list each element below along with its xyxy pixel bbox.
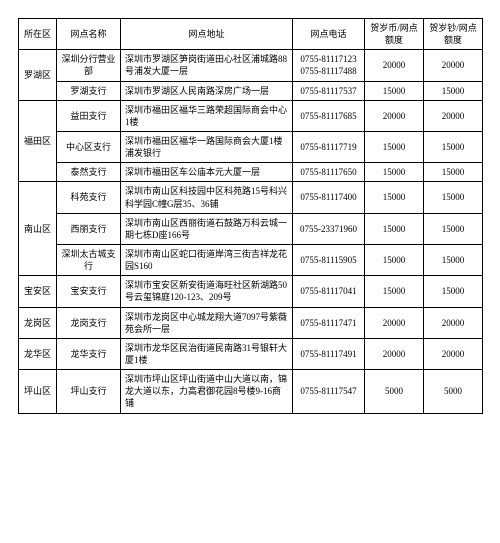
cell-note: 20000	[424, 338, 483, 369]
cell-coin: 15000	[365, 163, 424, 182]
cell-coin: 20000	[365, 338, 424, 369]
cell-name: 科苑支行	[57, 182, 121, 213]
table-row: 龙华区龙华支行深圳市龙华区民治街道民南路31号银轩大厦1楼0755-811174…	[19, 338, 483, 369]
cell-note: 15000	[424, 276, 483, 307]
cell-coin: 15000	[365, 182, 424, 213]
cell-coin: 15000	[365, 276, 424, 307]
cell-name: 罗湖支行	[57, 81, 121, 100]
cell-note: 15000	[424, 163, 483, 182]
branch-table: 所在区 网点名称 网点地址 网点电话 贺岁币/网点额度 贺岁钞/网点额度 罗湖区…	[18, 18, 483, 414]
cell-name: 宝安支行	[57, 276, 121, 307]
cell-region: 宝安区	[19, 276, 57, 307]
cell-phone: 0755-81115905	[293, 244, 365, 275]
cell-region: 龙岗区	[19, 307, 57, 338]
th-name: 网点名称	[57, 19, 121, 50]
table-row: 罗湖区深圳分行营业部深圳市罗湖区笋岗街道田心社区浦城路88号浦发大厦一层0755…	[19, 50, 483, 81]
cell-address: 深圳市福田区福华一路国际商会大厦1楼浦发银行	[121, 131, 293, 162]
cell-name: 龙岗支行	[57, 307, 121, 338]
cell-coin: 20000	[365, 100, 424, 131]
cell-coin: 5000	[365, 370, 424, 413]
table-row: 坪山区坪山支行深圳市坪山区坪山街道中山大道以南，锦龙大道以东，力高君御花园8号楼…	[19, 370, 483, 413]
cell-name: 深圳分行营业部	[57, 50, 121, 81]
table-row: 福田区益田支行深圳市福田区福华三路荣超国际商会中心1楼0755-81117685…	[19, 100, 483, 131]
cell-address: 深圳市福田区车公庙本元大厦一层	[121, 163, 293, 182]
table-row: 宝安区宝安支行深圳市宝安区新安街道海旺社区新湖路50号云玺锦庭120-123、2…	[19, 276, 483, 307]
cell-coin: 15000	[365, 213, 424, 244]
table-row: 深圳太古城支行深圳市南山区蛇口街道岸湾三街吉祥龙花园S1600755-81115…	[19, 244, 483, 275]
cell-address: 深圳市龙岗区中心城龙翔大道7097号紫薇苑会所一层	[121, 307, 293, 338]
cell-region: 坪山区	[19, 370, 57, 413]
cell-address: 深圳市福田区福华三路荣超国际商会中心1楼	[121, 100, 293, 131]
cell-phone: 0755-81117471	[293, 307, 365, 338]
cell-note: 15000	[424, 182, 483, 213]
cell-phone: 0755-81117719	[293, 131, 365, 162]
cell-phone: 0755-81117537	[293, 81, 365, 100]
cell-note: 15000	[424, 244, 483, 275]
table-row: 中心区支行深圳市福田区福华一路国际商会大厦1楼浦发银行0755-81117719…	[19, 131, 483, 162]
cell-name: 深圳太古城支行	[57, 244, 121, 275]
th-note: 贺岁钞/网点额度	[424, 19, 483, 50]
cell-note: 15000	[424, 213, 483, 244]
cell-coin: 15000	[365, 131, 424, 162]
cell-region: 福田区	[19, 100, 57, 182]
cell-phone: 0755-811171230755-81117488	[293, 50, 365, 81]
cell-coin: 20000	[365, 50, 424, 81]
cell-name: 益田支行	[57, 100, 121, 131]
cell-name: 龙华支行	[57, 338, 121, 369]
cell-note: 15000	[424, 81, 483, 100]
table-row: 罗湖支行深圳市罗湖区人民南路深房广场一层0755-811175371500015…	[19, 81, 483, 100]
table-row: 南山区科苑支行深圳市南山区科技园中区科苑路15号科兴科学园C幢G层35、36铺0…	[19, 182, 483, 213]
cell-address: 深圳市坪山区坪山街道中山大道以南，锦龙大道以东，力高君御花园8号楼9-16商铺	[121, 370, 293, 413]
cell-note: 20000	[424, 50, 483, 81]
cell-name: 中心区支行	[57, 131, 121, 162]
th-region: 所在区	[19, 19, 57, 50]
table-row: 泰然支行深圳市福田区车公庙本元大厦一层0755-8111765015000150…	[19, 163, 483, 182]
cell-note: 20000	[424, 100, 483, 131]
cell-phone: 0755-81117650	[293, 163, 365, 182]
cell-coin: 20000	[365, 307, 424, 338]
cell-name: 西丽支行	[57, 213, 121, 244]
table-row: 龙岗区龙岗支行深圳市龙岗区中心城龙翔大道7097号紫薇苑会所一层0755-811…	[19, 307, 483, 338]
cell-address: 深圳市罗湖区笋岗街道田心社区浦城路88号浦发大厦一层	[121, 50, 293, 81]
table-row: 西丽支行深圳市南山区西丽街道石鼓路万科云城一期七栋D座166号0755-2337…	[19, 213, 483, 244]
cell-name: 坪山支行	[57, 370, 121, 413]
cell-address: 深圳市南山区蛇口街道岸湾三街吉祥龙花园S160	[121, 244, 293, 275]
cell-phone: 0755-81117041	[293, 276, 365, 307]
cell-note: 5000	[424, 370, 483, 413]
cell-phone: 0755-81117685	[293, 100, 365, 131]
cell-coin: 15000	[365, 81, 424, 100]
cell-address: 深圳市南山区科技园中区科苑路15号科兴科学园C幢G层35、36铺	[121, 182, 293, 213]
cell-address: 深圳市龙华区民治街道民南路31号银轩大厦1楼	[121, 338, 293, 369]
cell-address: 深圳市罗湖区人民南路深房广场一层	[121, 81, 293, 100]
cell-address: 深圳市南山区西丽街道石鼓路万科云城一期七栋D座166号	[121, 213, 293, 244]
th-address: 网点地址	[121, 19, 293, 50]
cell-region: 南山区	[19, 182, 57, 276]
cell-name: 泰然支行	[57, 163, 121, 182]
cell-address: 深圳市宝安区新安街道海旺社区新湖路50号云玺锦庭120-123、209号	[121, 276, 293, 307]
th-coin: 贺岁币/网点额度	[365, 19, 424, 50]
th-phone: 网点电话	[293, 19, 365, 50]
cell-phone: 0755-81117491	[293, 338, 365, 369]
cell-note: 15000	[424, 131, 483, 162]
cell-coin: 15000	[365, 244, 424, 275]
cell-phone: 0755-23371960	[293, 213, 365, 244]
table-body: 罗湖区深圳分行营业部深圳市罗湖区笋岗街道田心社区浦城路88号浦发大厦一层0755…	[19, 50, 483, 413]
cell-note: 20000	[424, 307, 483, 338]
cell-phone: 0755-81117400	[293, 182, 365, 213]
cell-region: 罗湖区	[19, 50, 57, 100]
table-header-row: 所在区 网点名称 网点地址 网点电话 贺岁币/网点额度 贺岁钞/网点额度	[19, 19, 483, 50]
cell-region: 龙华区	[19, 338, 57, 369]
cell-phone: 0755-81117547	[293, 370, 365, 413]
